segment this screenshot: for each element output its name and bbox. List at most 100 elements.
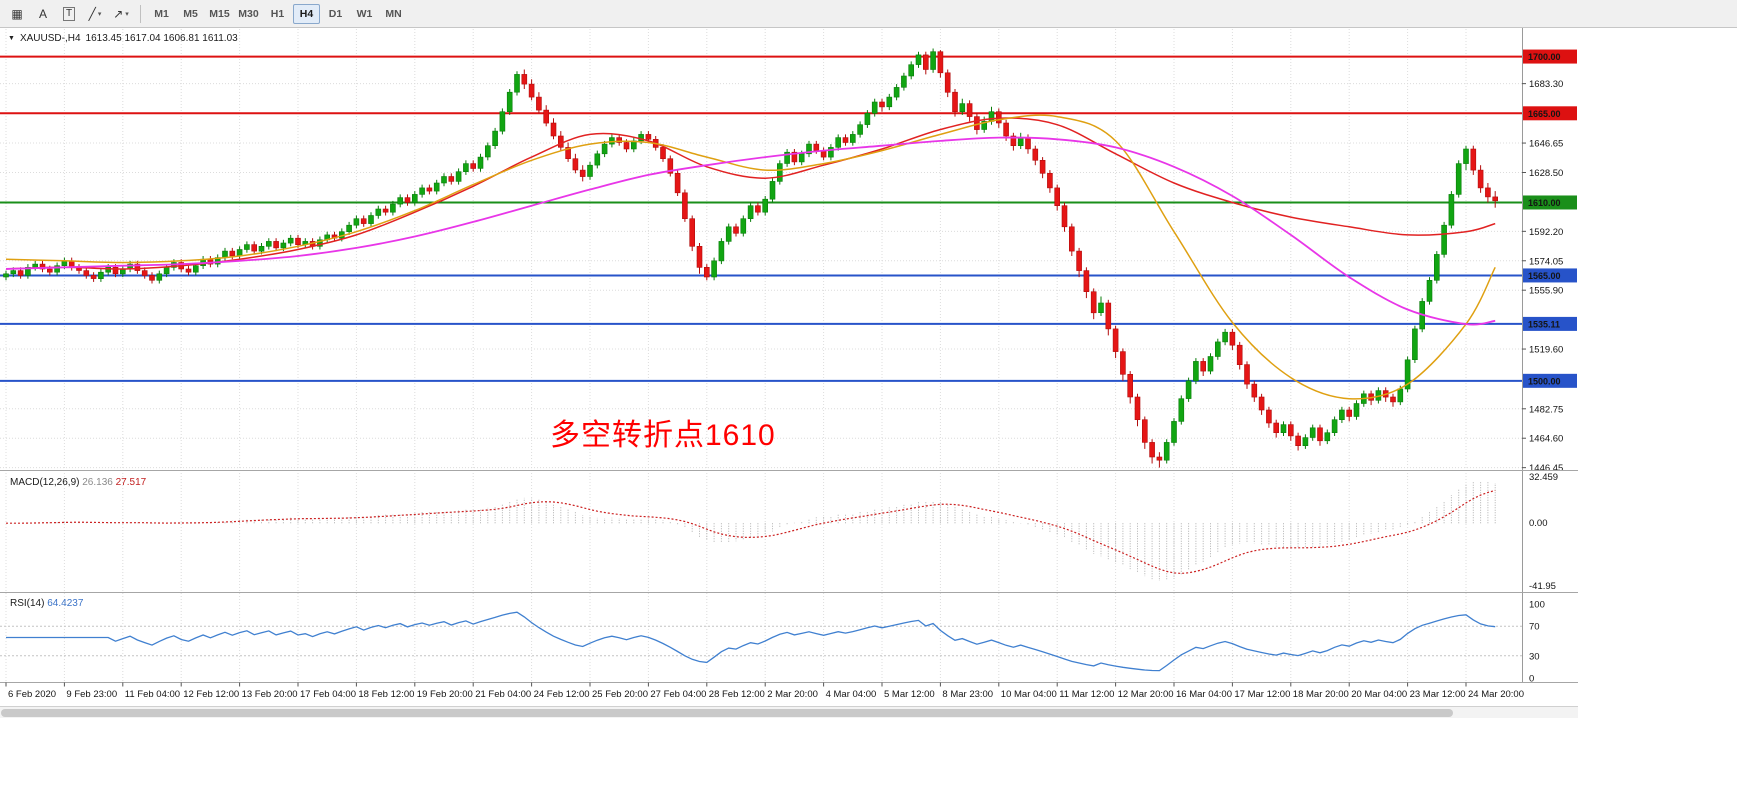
text-label-icon: A xyxy=(38,6,47,21)
chart-grid-icon: ▦ xyxy=(11,6,23,21)
price-level-badge xyxy=(1523,49,1577,64)
tool-arrow-tool-button[interactable]: ↗ ▾ xyxy=(109,3,133,25)
price-axis-label: 1464.60 xyxy=(1529,434,1563,445)
price-level-badge xyxy=(1523,268,1577,283)
time-axis-label: 10 Mar 04:00 xyxy=(1001,689,1057,700)
tool-trendline-button[interactable]: ╱ ▾ xyxy=(83,3,107,25)
time-axis-label: 20 Mar 04:00 xyxy=(1351,689,1407,700)
time-axis-label: 23 Mar 12:00 xyxy=(1410,689,1466,700)
macd-axis-label: 0.00 xyxy=(1529,518,1548,529)
timeframe-button-m5[interactable]: M5 xyxy=(183,7,198,20)
scrollbar-thumb[interactable] xyxy=(1,709,1453,717)
timeframe-group: M1 M5 M15 M30 H1 H4 D1 W1 MN xyxy=(147,3,408,24)
macd-name: MACD(12,26,9) xyxy=(10,477,80,488)
price-level-badge xyxy=(1523,373,1577,388)
timeframe-button-mn[interactable]: MN xyxy=(385,7,402,20)
price-axis-label: 1646.65 xyxy=(1529,139,1563,150)
price-axis-label: 1683.30 xyxy=(1529,79,1563,90)
ma-slow-magenta-line xyxy=(5,136,1496,326)
timeframe-button-m30[interactable]: M30 xyxy=(238,7,259,20)
time-axis-label: 8 Mar 23:00 xyxy=(942,689,993,700)
timeframe-button-h1[interactable]: H1 xyxy=(270,7,285,20)
time-axis-label: 2 Mar 20:00 xyxy=(767,689,818,700)
tool-text-box-button[interactable]: T xyxy=(57,3,81,25)
macd-axis-label: 32.459 xyxy=(1529,472,1558,483)
toolbar: ▦ A T ╱ ▾ ↗ ▾ M1 M5 M15 M30 H1 H4 D1 W1 MN xyxy=(0,0,1737,28)
arrow-tool-icon: ↗ xyxy=(113,6,124,21)
time-axis-label: 9 Feb 23:00 xyxy=(66,689,117,700)
macd-signal-value: 27.517 xyxy=(115,477,147,488)
rsi-panel: 100 70 30 0 xyxy=(0,600,1545,685)
price-level-badge-label: 1535.11 xyxy=(1528,319,1560,329)
chart-window: 1683.30 1646.65 1628.50 1592.20 1574.05 1555.… xyxy=(0,28,1578,718)
time-axis-label: 17 Mar 12:00 xyxy=(1234,689,1290,700)
price-chart[interactable]: 1683.30 1646.65 1628.50 1592.20 1574.05 1555.… xyxy=(0,28,1578,718)
rsi-name: RSI(14) xyxy=(10,598,45,609)
ma-fast-red-line xyxy=(5,117,1496,270)
rsi-indicator-label: RSI(14) 64.4237 xyxy=(10,598,83,609)
text-box-icon: T xyxy=(62,6,76,21)
time-axis-label: 16 Mar 04:00 xyxy=(1176,689,1232,700)
time-axis-label: 12 Mar 20:00 xyxy=(1118,689,1174,700)
annotation-text[interactable]: 多空转折点1610 xyxy=(550,419,776,452)
time-axis-label: 21 Feb 04:00 xyxy=(475,689,531,700)
time-axis-label: 24 Mar 20:00 xyxy=(1468,689,1524,700)
price-axis[interactable]: 1683.30 1646.65 1628.50 1592.20 1574.05 1555.… xyxy=(1522,28,1577,682)
time-axis-label: 18 Mar 20:00 xyxy=(1293,689,1349,700)
price-level-badge-label: 1500.00 xyxy=(1528,376,1561,386)
time-axis[interactable]: 6 Feb 2020 9 Feb 23:00 11 Feb 04:00 12 Feb … xyxy=(5,682,1524,701)
time-axis-label: 18 Feb 12:00 xyxy=(358,689,414,700)
ma-medium-orange-line xyxy=(5,114,1496,400)
time-axis-label: 19 Feb 20:00 xyxy=(417,689,473,700)
rsi-value: 64.4237 xyxy=(47,598,84,609)
time-axis-label: 28 Feb 12:00 xyxy=(709,689,765,700)
dropdown-arrow-icon: ▾ xyxy=(125,10,129,18)
timeframe-button-m15[interactable]: M15 xyxy=(209,7,230,20)
collapse-icon[interactable]: ▼ xyxy=(8,35,15,42)
time-axis-label: 4 Mar 04:00 xyxy=(826,689,877,700)
macd-indicator-label: MACD(12,26,9) 26.136 27.517 xyxy=(10,477,146,488)
macd-main-value: 26.136 xyxy=(82,477,113,488)
timeframe-button-m1[interactable]: M1 xyxy=(154,7,169,20)
price-axis-label: 1592.20 xyxy=(1529,227,1563,238)
time-axis-label: 25 Feb 20:00 xyxy=(592,689,648,700)
price-level-badge-label: 1665.00 xyxy=(1528,109,1561,119)
toolbar-separator xyxy=(140,4,141,23)
time-axis-label: 6 Feb 2020 xyxy=(8,689,56,700)
dropdown-arrow-icon: ▾ xyxy=(97,10,102,18)
grid-lines xyxy=(0,29,1522,682)
timeframe-button-w1[interactable]: W1 xyxy=(356,7,373,20)
price-level-badge-label: 1610.00 xyxy=(1528,198,1561,208)
time-axis-label: 12 Feb 12:00 xyxy=(183,689,239,700)
rsi-axis-label: 70 xyxy=(1529,622,1540,633)
horizontal-level-lines[interactable] xyxy=(0,55,1522,382)
timeframe-button-h4[interactable]: H4 xyxy=(293,3,320,24)
price-axis-label: 1628.50 xyxy=(1529,168,1563,179)
quote-line: ▼ XAUUSD-,H4 1613.45 1617.04 1606.81 161… xyxy=(8,33,238,44)
price-axis-label: 1482.75 xyxy=(1529,404,1563,415)
drawing-tools-group: ▦ A T ╱ ▾ ↗ ▾ xyxy=(4,3,134,25)
rsi-axis-label: 0 xyxy=(1529,674,1534,685)
price-axis-label: 1446.45 xyxy=(1529,463,1563,474)
rsi-line xyxy=(6,611,1496,672)
price-level-badge xyxy=(1523,106,1577,121)
ohlc-values: 1613.45 1617.04 1606.81 1611.03 xyxy=(85,33,238,44)
time-axis-label: 13 Feb 20:00 xyxy=(242,689,298,700)
rsi-axis-label: 100 xyxy=(1529,600,1545,611)
price-axis-label: 1519.60 xyxy=(1529,345,1563,356)
rsi-axis-label: 30 xyxy=(1529,651,1540,662)
tool-text-label-button[interactable]: A xyxy=(31,3,55,25)
price-level-badge xyxy=(1523,316,1577,331)
time-axis-label: 5 Mar 12:00 xyxy=(884,689,935,700)
time-axis-label: 11 Feb 04:00 xyxy=(125,689,180,700)
time-axis-label: 11 Mar 12:00 xyxy=(1059,689,1114,700)
tool-chart-grid-button[interactable]: ▦ xyxy=(5,3,29,25)
trendline-icon: ╱ xyxy=(88,6,96,21)
symbol-timeframe-label: XAUUSD-,H4 xyxy=(19,33,81,44)
price-axis-label: 1555.90 xyxy=(1529,286,1563,297)
horizontal-scrollbar[interactable] xyxy=(0,706,1578,718)
time-axis-label: 24 Feb 12:00 xyxy=(534,689,590,700)
price-level-badge xyxy=(1523,195,1577,210)
macd-panel: 32.459 0.00 -41.95 xyxy=(6,472,1558,592)
timeframe-button-d1[interactable]: D1 xyxy=(328,7,343,20)
